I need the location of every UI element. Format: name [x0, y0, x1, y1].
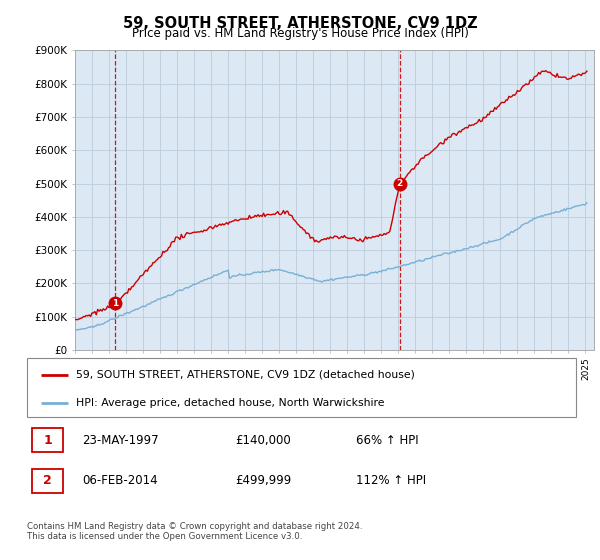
- Text: 66% ↑ HPI: 66% ↑ HPI: [356, 434, 419, 447]
- Text: 2: 2: [43, 474, 52, 487]
- Text: 112% ↑ HPI: 112% ↑ HPI: [356, 474, 427, 487]
- Text: Price paid vs. HM Land Registry's House Price Index (HPI): Price paid vs. HM Land Registry's House …: [131, 27, 469, 40]
- Text: 1: 1: [43, 434, 52, 447]
- Text: 59, SOUTH STREET, ATHERSTONE, CV9 1DZ (detached house): 59, SOUTH STREET, ATHERSTONE, CV9 1DZ (d…: [76, 370, 415, 380]
- FancyBboxPatch shape: [27, 358, 576, 417]
- Text: £140,000: £140,000: [236, 434, 292, 447]
- Text: 23-MAY-1997: 23-MAY-1997: [82, 434, 158, 447]
- Text: 59, SOUTH STREET, ATHERSTONE, CV9 1DZ: 59, SOUTH STREET, ATHERSTONE, CV9 1DZ: [122, 16, 478, 31]
- Text: 06-FEB-2014: 06-FEB-2014: [82, 474, 158, 487]
- FancyBboxPatch shape: [32, 469, 62, 493]
- Text: Contains HM Land Registry data © Crown copyright and database right 2024.
This d: Contains HM Land Registry data © Crown c…: [27, 522, 362, 542]
- Text: 1: 1: [112, 299, 119, 308]
- Text: 2: 2: [397, 179, 403, 188]
- FancyBboxPatch shape: [32, 428, 62, 452]
- Text: HPI: Average price, detached house, North Warwickshire: HPI: Average price, detached house, Nort…: [76, 398, 385, 408]
- Text: £499,999: £499,999: [236, 474, 292, 487]
